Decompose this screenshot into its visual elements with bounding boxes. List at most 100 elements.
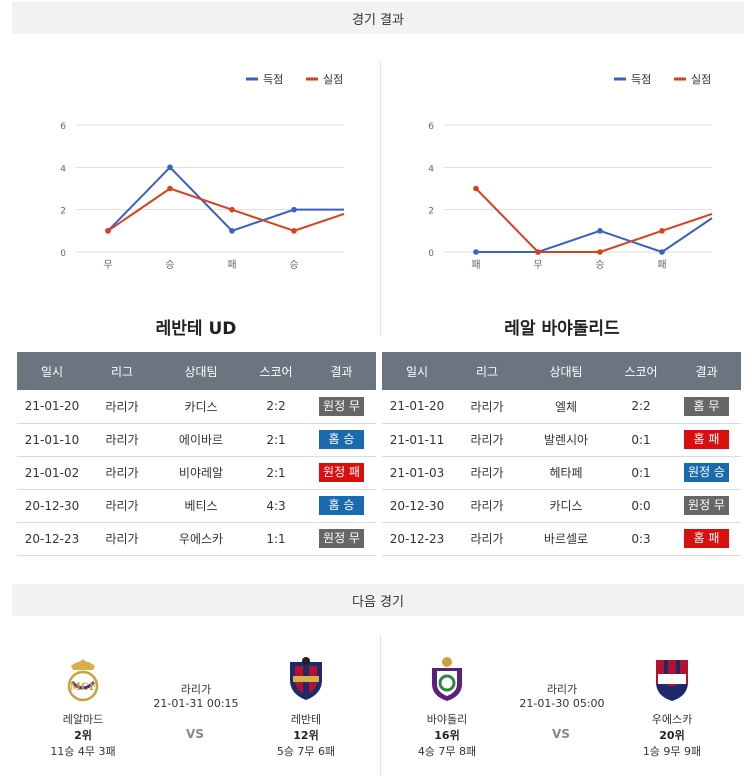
col-result: 결과 xyxy=(307,352,376,390)
match-date: 20-12-30 xyxy=(17,489,87,523)
legend-label: 실점 xyxy=(691,73,711,86)
next-match-1-home[interactable]: MCF 레알마드 2위 11승 4무 3패 xyxy=(38,656,128,759)
match-datetime: 21-01-30 05:00 xyxy=(519,697,605,710)
match-datetime: 21-01-31 00:15 xyxy=(153,697,239,710)
x-tick-label: 패 xyxy=(657,259,666,271)
data-point xyxy=(167,185,173,192)
data-point xyxy=(659,249,665,255)
opponent-name: 우에스카 xyxy=(157,522,245,556)
team-record: 1승 9무 9패 xyxy=(642,745,702,758)
table-row: 20-12-30 라리가 카디스 0:0 원정 무 xyxy=(382,489,741,523)
opponent-name: 카디스 xyxy=(157,390,245,424)
recent-results-table-levante: 일시 리그 상대팀 스코어 결과 21-01-20 라리가 카디스 2:2 원정 무 21… xyxy=(17,352,376,556)
x-tick-label: 패 xyxy=(471,259,480,271)
team-name: 바야돌리 xyxy=(426,713,468,726)
result-badge: 홈 승 xyxy=(319,496,364,515)
col-result: 결과 xyxy=(672,352,741,390)
league-name: 라리가 xyxy=(87,489,157,523)
result-badge: 원정 패 xyxy=(319,463,364,482)
match-league: 라리가 xyxy=(546,683,578,696)
data-point xyxy=(291,228,297,234)
results-section-title: 경기 결과 xyxy=(12,2,744,34)
league-name: 라리가 xyxy=(452,456,522,490)
data-point xyxy=(473,249,479,255)
opponent-name: 엘체 xyxy=(522,390,610,424)
team-rank: 20위 xyxy=(659,729,685,742)
match-league: 라리가 xyxy=(180,683,212,696)
league-name: 라리가 xyxy=(452,390,522,424)
match-date: 21-01-03 xyxy=(382,456,452,490)
table-header-row: 일시 리그 상대팀 스코어 결과 xyxy=(382,352,741,390)
next-match-section-title: 다음 경기 xyxy=(12,584,744,616)
next-match-2-home[interactable]: 바야돌리 16위 4승 7무 8패 xyxy=(402,656,492,759)
table-header-row: 일시 리그 상대팀 스코어 결과 xyxy=(17,352,376,390)
table-row: 20-12-23 라리가 바르셀로 0:3 홈 패 xyxy=(382,522,741,556)
vs-label: VS xyxy=(552,727,570,741)
table-row: 21-01-11 라리가 발렌시아 0:1 홈 패 xyxy=(382,423,741,457)
series-line-0 xyxy=(107,165,344,232)
match-score: 2:2 xyxy=(245,390,307,424)
match-score: 0:0 xyxy=(610,489,672,523)
x-tick-label: 승 xyxy=(289,259,298,271)
y-tick-label: 2 xyxy=(60,207,66,217)
legend-label: 실점 xyxy=(323,73,343,86)
next-match-2-away[interactable]: 우에스카 20위 1승 9무 9패 xyxy=(627,656,717,759)
col-league: 리그 xyxy=(87,352,157,390)
result-badge: 원정 승 xyxy=(684,463,729,482)
result-badge: 원정 무 xyxy=(319,396,364,416)
col-league: 리그 xyxy=(452,352,522,390)
recent-results-table-valladolid: 일시 리그 상대팀 스코어 결과 21-01-20 라리가 엘체 2:2 홈 무 21-0… xyxy=(382,352,741,556)
match-date: 21-01-10 xyxy=(17,423,87,457)
y-tick-label: 4 xyxy=(60,164,66,174)
chart-legend: 득점 실점 xyxy=(246,73,343,86)
col-date: 일시 xyxy=(382,352,452,390)
result-cell: 원정 패 xyxy=(307,456,376,490)
chart-levante-goals: 0 2 4 6 무 승 패 승 득점 실점 xyxy=(60,73,345,271)
league-name: 라리가 xyxy=(452,522,522,556)
data-point xyxy=(597,249,603,255)
table-row: 21-01-20 라리가 카디스 2:2 원정 무 xyxy=(17,390,376,424)
league-name: 라리가 xyxy=(87,456,157,490)
result-cell: 원정 무 xyxy=(672,489,741,523)
table-row: 20-12-30 라리가 베티스 4:3 홈 승 xyxy=(17,489,376,523)
result-cell: 홈 무 xyxy=(672,390,741,424)
match-score: 2:1 xyxy=(245,423,307,457)
opponent-name: 에이바르 xyxy=(157,423,245,457)
y-tick-label: 6 xyxy=(60,122,66,132)
result-badge: 홈 패 xyxy=(684,529,729,548)
table-row: 21-01-02 라리가 비야레알 2:1 원정 패 xyxy=(17,456,376,490)
team-title-valladolid: 레알 바야돌리드 xyxy=(504,319,620,339)
y-tick-label: 0 xyxy=(60,249,66,259)
y-tick-label: 6 xyxy=(428,122,434,132)
team-rank: 2위 xyxy=(74,729,92,742)
team-record: 11승 4무 3패 xyxy=(50,745,116,758)
team-record: 5승 7무 6패 xyxy=(276,745,336,758)
team-name: 레반테 xyxy=(290,713,322,726)
legend-label: 득점 xyxy=(631,73,651,86)
result-cell: 원정 무 xyxy=(307,522,376,556)
team-title-levante: 레반테 UD xyxy=(155,319,237,339)
match-score: 2:1 xyxy=(245,456,307,490)
table-row: 20-12-23 라리가 우에스카 1:1 원정 무 xyxy=(17,522,376,556)
x-tick-label: 승 xyxy=(595,259,604,271)
match-date: 21-01-20 xyxy=(382,390,452,424)
result-cell: 홈 패 xyxy=(672,522,741,556)
result-cell: 홈 승 xyxy=(307,423,376,457)
league-name: 라리가 xyxy=(452,489,522,523)
match-date: 20-12-30 xyxy=(382,489,452,523)
data-point xyxy=(473,185,479,192)
col-date: 일시 xyxy=(17,352,87,390)
col-score: 스코어 xyxy=(245,352,307,390)
y-tick-label: 4 xyxy=(428,164,434,174)
data-point xyxy=(291,206,297,213)
table-row: 21-01-20 라리가 엘체 2:2 홈 무 xyxy=(382,390,741,424)
x-tick-label: 승 xyxy=(165,259,174,271)
next-match-divider xyxy=(380,636,381,776)
table-row: 21-01-03 라리가 헤타페 0:1 원정 승 xyxy=(382,456,741,490)
col-opponent: 상대팀 xyxy=(522,352,610,390)
opponent-name: 헤타페 xyxy=(522,456,610,490)
data-point xyxy=(229,228,235,234)
match-date: 21-01-11 xyxy=(382,423,452,457)
next-match-1-away[interactable]: 레반테 12위 5승 7무 6패 xyxy=(261,656,351,759)
legend-label: 득점 xyxy=(263,73,283,86)
